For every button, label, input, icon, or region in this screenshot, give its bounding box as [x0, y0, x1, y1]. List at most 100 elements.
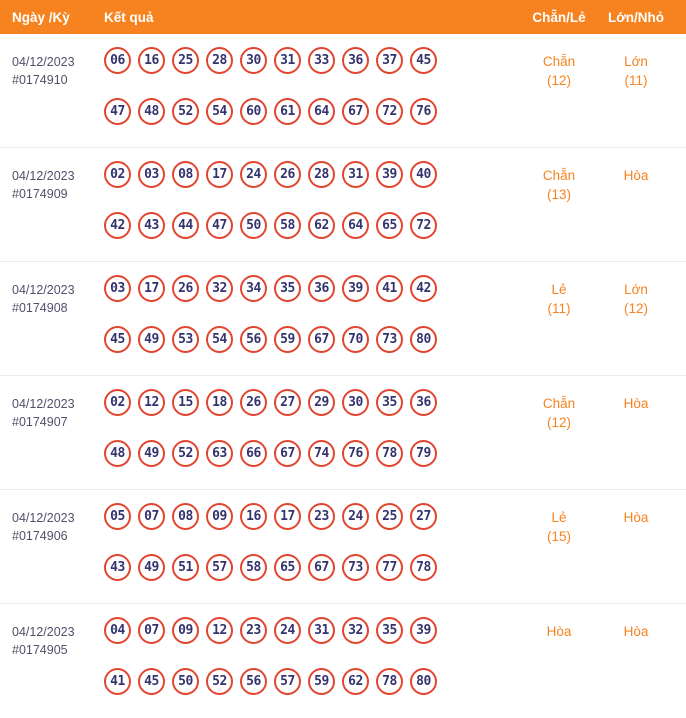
number-ball: 28 [308, 161, 335, 188]
size-cell: Hòa [600, 376, 672, 489]
number-ball: 45 [410, 47, 437, 74]
number-ball: 77 [376, 554, 403, 581]
number-ball: 17 [274, 503, 301, 530]
parity-count: (12) [546, 73, 571, 88]
draw-date: 04/12/2023 [12, 397, 75, 411]
number-ball: 39 [410, 617, 437, 644]
number-ball: 39 [342, 275, 369, 302]
number-ball: 57 [206, 554, 233, 581]
number-ball: 72 [376, 98, 403, 125]
number-ball: 03 [138, 161, 165, 188]
number-ball: 78 [376, 668, 403, 695]
numbers-line-1: 02 12 15 18 26 27 29 30 35 36 [104, 389, 518, 416]
numbers-cell: 03 17 26 32 34 35 36 39 41 42 45 49 53 54 56 59 67 70 73 8… [96, 262, 518, 375]
parity-cell: Lẻ (11) [518, 262, 600, 375]
number-ball: 03 [104, 275, 131, 302]
size-count: (11) [624, 73, 648, 88]
draw-date: 04/12/2023 [12, 511, 75, 525]
number-ball: 26 [240, 389, 267, 416]
size-label: Hòa [623, 168, 649, 183]
number-ball: 78 [410, 554, 437, 581]
number-ball: 79 [410, 440, 437, 467]
number-ball: 17 [206, 161, 233, 188]
number-ball: 16 [138, 47, 165, 74]
draw-date-cell: 04/12/2023 #0174909 [0, 148, 96, 261]
draw-date-cell: 04/12/2023 #0174906 [0, 490, 96, 603]
number-ball: 35 [376, 617, 403, 644]
number-ball: 24 [240, 161, 267, 188]
number-ball: 27 [410, 503, 437, 530]
number-ball: 09 [206, 503, 233, 530]
number-ball: 35 [274, 275, 301, 302]
number-ball: 50 [240, 212, 267, 239]
number-ball: 58 [274, 212, 301, 239]
size-label: Hòa [623, 396, 649, 411]
number-ball: 76 [410, 98, 437, 125]
number-ball: 32 [206, 275, 233, 302]
parity-label: Hòa [546, 624, 572, 639]
result-row: 04/12/2023 #0174910 06 16 25 28 30 31 33 36 37 45… [0, 34, 686, 148]
number-ball: 47 [104, 98, 131, 125]
number-ball: 02 [104, 389, 131, 416]
number-ball: 31 [274, 47, 301, 74]
numbers-line-1: 05 07 08 09 16 17 23 24 25 27 [104, 503, 518, 530]
size-label: Lớn [624, 54, 648, 69]
parity-count: (15) [546, 529, 571, 544]
number-ball: 65 [376, 212, 403, 239]
number-ball: 67 [308, 326, 335, 353]
parity-label: Chẵn [542, 54, 576, 69]
number-ball: 31 [342, 161, 369, 188]
size-cell: Hòa [600, 490, 672, 603]
number-ball: 28 [206, 47, 233, 74]
numbers-line-1: 03 17 26 32 34 35 36 39 41 42 [104, 275, 518, 302]
column-header-result: Kết quả [104, 9, 154, 25]
size-cell: Hòa [600, 604, 672, 718]
number-ball: 54 [206, 326, 233, 353]
number-ball: 26 [274, 161, 301, 188]
column-header-parity: Chẵn/Lẻ [532, 9, 586, 25]
number-ball: 32 [342, 617, 369, 644]
number-ball: 49 [138, 440, 165, 467]
number-ball: 76 [342, 440, 369, 467]
number-ball: 54 [206, 98, 233, 125]
parity-cell: Chẵn (13) [518, 148, 600, 261]
numbers-line-2: 47 48 52 54 60 61 64 67 72 76 [104, 98, 518, 125]
number-ball: 08 [172, 161, 199, 188]
number-ball: 59 [308, 668, 335, 695]
number-ball: 25 [376, 503, 403, 530]
number-ball: 63 [206, 440, 233, 467]
number-ball: 40 [410, 161, 437, 188]
number-ball: 30 [240, 47, 267, 74]
number-ball: 73 [376, 326, 403, 353]
parity-cell: Hòa [518, 604, 600, 718]
number-ball: 33 [308, 47, 335, 74]
numbers-cell: 04 07 09 12 23 24 31 32 35 39 41 45 50 52 56 57 59 62 78 8… [96, 604, 518, 718]
number-ball: 41 [104, 668, 131, 695]
size-cell: Lớn (11) [600, 34, 672, 147]
result-row: 04/12/2023 #0174905 04 07 09 12 23 24 31 32 35 39… [0, 604, 686, 718]
result-row: 04/12/2023 #0174906 05 07 08 09 16 17 23 24 25 27… [0, 490, 686, 604]
parity-cell: Lẻ (15) [518, 490, 600, 603]
size-cell: Lớn (12) [600, 262, 672, 375]
size-label: Lớn [624, 282, 648, 297]
number-ball: 36 [308, 275, 335, 302]
number-ball: 25 [172, 47, 199, 74]
numbers-line-1: 02 03 08 17 24 26 28 31 39 40 [104, 161, 518, 188]
draw-date: 04/12/2023 [12, 169, 75, 183]
number-ball: 07 [138, 617, 165, 644]
size-count: (12) [623, 301, 648, 316]
number-ball: 73 [342, 554, 369, 581]
number-ball: 78 [376, 440, 403, 467]
draw-date: 04/12/2023 [12, 283, 75, 297]
draw-id: #0174906 [12, 529, 68, 543]
number-ball: 80 [410, 668, 437, 695]
number-ball: 56 [240, 326, 267, 353]
number-ball: 17 [138, 275, 165, 302]
number-ball: 23 [240, 617, 267, 644]
numbers-cell: 06 16 25 28 30 31 33 36 37 45 47 48 52 54 60 61 64 67 72 7… [96, 34, 518, 147]
number-ball: 45 [104, 326, 131, 353]
number-ball: 02 [104, 161, 131, 188]
number-ball: 35 [376, 389, 403, 416]
number-ball: 50 [172, 668, 199, 695]
